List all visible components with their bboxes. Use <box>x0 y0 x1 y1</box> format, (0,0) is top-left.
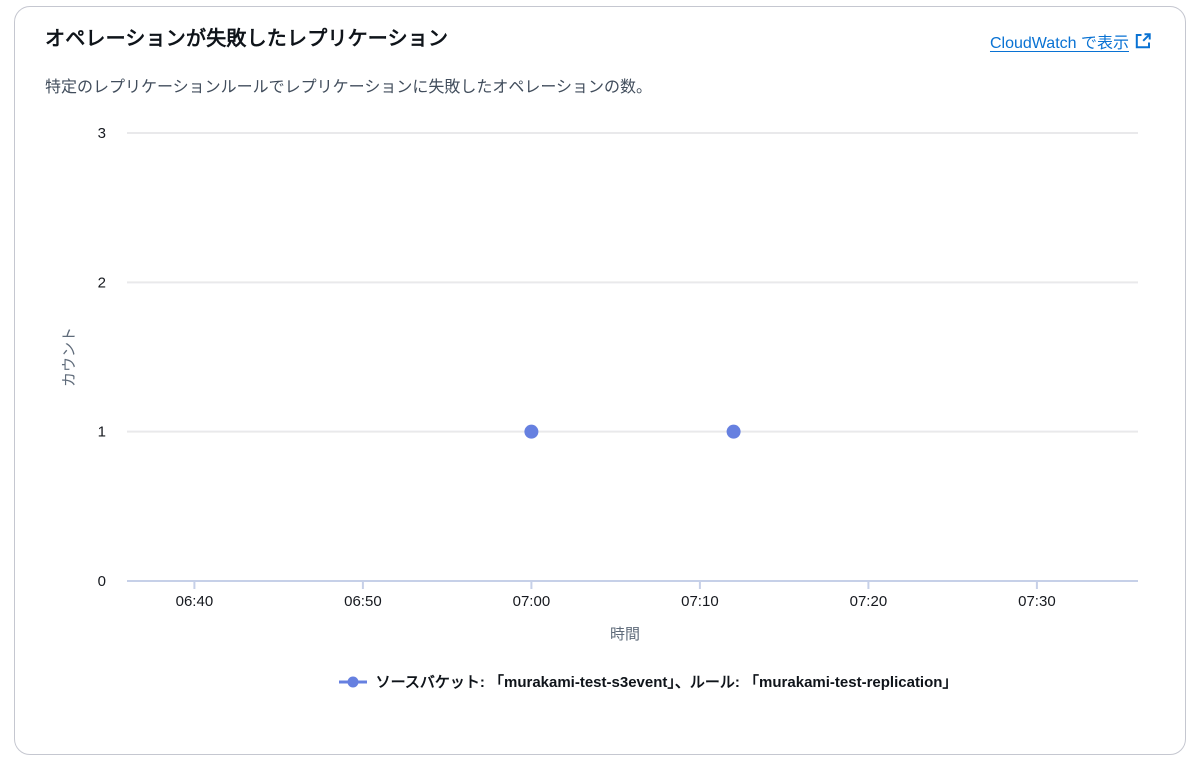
page-title: オペレーションが失敗したレプリケーション <box>45 28 449 50</box>
external-link-icon <box>1135 33 1151 49</box>
chart-card: オペレーションが失敗したレプリケーション CloudWatch で表示 特定のレ… <box>14 6 1186 755</box>
chart-description: 特定のレプリケーションルールでレプリケーションに失敗したオペレーションの数。 <box>45 79 653 96</box>
card-header: オペレーションが失敗したレプリケーション CloudWatch で表示 <box>45 25 1151 53</box>
legend-item-label[interactable]: ソースバケット: 「murakami-test-s3event」、ルール: 「m… <box>375 674 958 691</box>
cloudwatch-link-label: CloudWatch で表示 <box>989 35 1129 52</box>
legend-marker-icon <box>338 676 367 687</box>
chart-legend: ソースバケット: 「murakami-test-s3event」、ルール: 「m… <box>142 671 1153 692</box>
cloudwatch-link[interactable]: CloudWatch で表示 <box>990 29 1151 53</box>
